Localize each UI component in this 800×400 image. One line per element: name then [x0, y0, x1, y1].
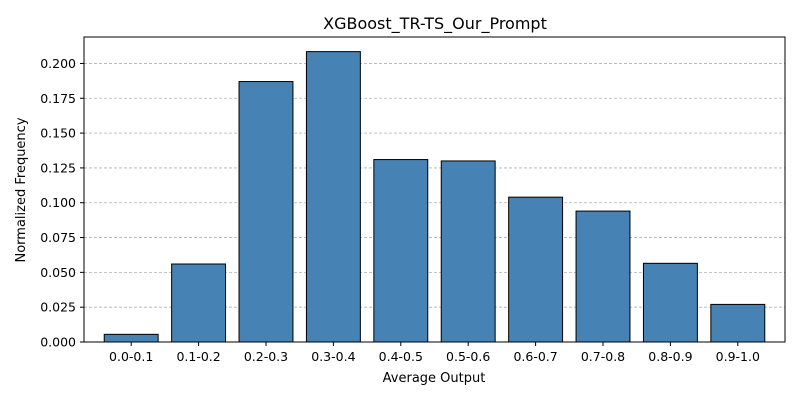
bar-0.8-0.9 [642, 262, 698, 343]
y-tick-label: 0.150 [40, 126, 76, 141]
x-axis-label: Average Output [383, 371, 486, 386]
x-tick-label: 0.2-0.3 [244, 349, 288, 364]
y-axis-ticks: 0.000 0.025 0.050 0.075 0.100 0.125 0.150 0.175… [40, 56, 84, 350]
x-tick-label: 0.4-0.5 [379, 349, 423, 364]
y-tick-label: 0.050 [40, 265, 76, 280]
bar-0.3-0.4 [305, 51, 361, 343]
y-tick-label: 0.075 [40, 230, 76, 245]
x-tick-label: 0.7-0.8 [581, 349, 625, 364]
bar-0.7-0.8 [575, 210, 631, 343]
y-tick-label: 0.175 [40, 91, 76, 106]
x-tick-label: 0.3-0.4 [311, 349, 355, 364]
bar-0.1-0.2 [171, 263, 227, 343]
y-tick-label: 0.200 [40, 56, 76, 71]
y-tick-label: 0.125 [40, 160, 76, 175]
x-tick-label: 0.1-0.2 [176, 349, 220, 364]
x-tick-label: 0.5-0.6 [446, 349, 490, 364]
bar-0.5-0.6 [440, 160, 496, 343]
y-tick-label: 0.000 [40, 335, 76, 350]
x-tick-label: 0.0-0.1 [109, 349, 153, 364]
plot-frame [83, 36, 786, 343]
x-tick-label: 0.6-0.7 [513, 349, 557, 364]
y-axis-label: Normalized Frequency [14, 117, 29, 262]
y-tick-label: 0.025 [40, 300, 76, 315]
x-tick-label: 0.9-1.0 [716, 349, 760, 364]
x-tick-label: 0.8-0.9 [648, 349, 692, 364]
bar-0.0-0.1 [103, 333, 159, 343]
chart-title: XGBoost_TR-TS_Our_Prompt [323, 14, 547, 34]
x-axis-ticks: 0.0-0.1 0.1-0.2 0.2-0.3 0.3-0.4 0.4-0.5 0.5-0… [109, 342, 760, 364]
bar-0.4-0.5 [373, 159, 429, 343]
bar-0.2-0.3 [238, 81, 294, 343]
y-tick-label: 0.100 [40, 195, 76, 210]
bars [103, 51, 766, 343]
bar-0.6-0.7 [508, 196, 564, 343]
bar-0.9-1.0 [710, 303, 766, 343]
